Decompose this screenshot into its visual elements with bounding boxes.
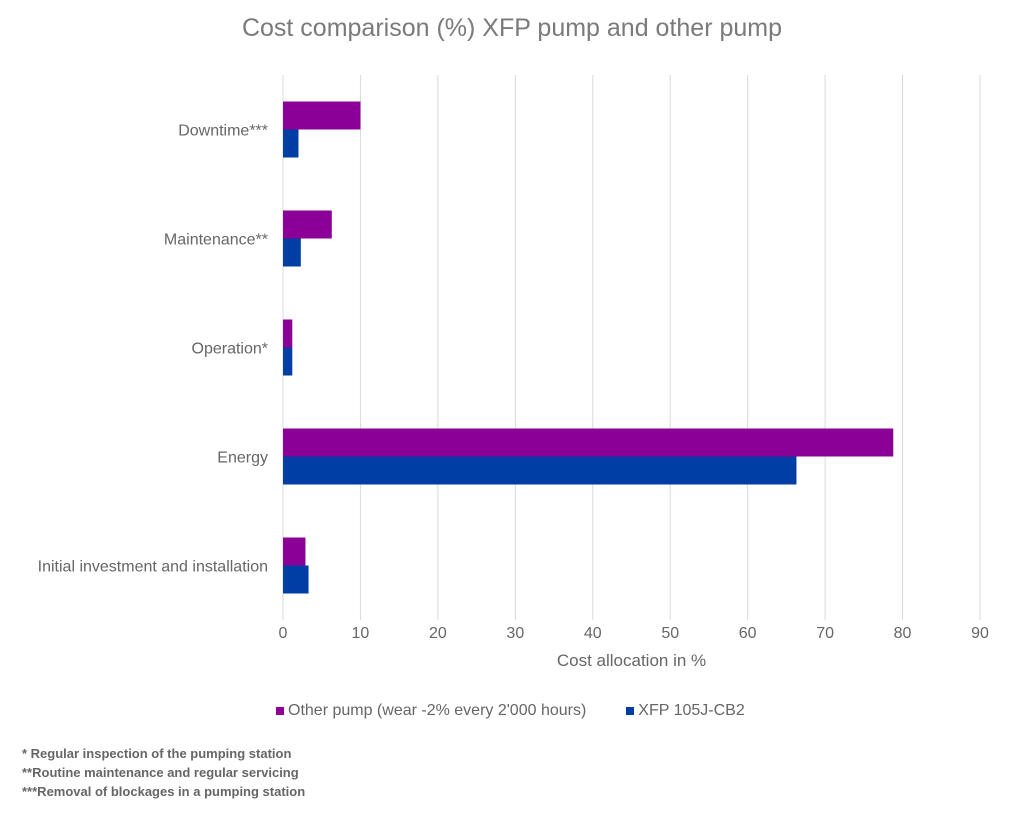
bar-xfp: [283, 347, 293, 376]
legend-label-xfp: XFP 105J-CB2: [638, 702, 745, 719]
x-axis-label: Cost allocation in %: [557, 651, 706, 670]
x-tick-label: 40: [584, 625, 602, 642]
category-label: Downtime***: [178, 123, 268, 140]
legend-item-xfp: XFP 105J-CB2: [626, 702, 745, 720]
bar-other-pump: [283, 210, 332, 239]
x-tick-label: 60: [739, 625, 757, 642]
x-tick-label: 30: [506, 625, 524, 642]
x-tick-label: 90: [971, 625, 989, 642]
category-label: Operation*: [192, 341, 269, 358]
footnotes: * Regular inspection of the pumping stat…: [22, 744, 305, 801]
category-label: Maintenance**: [164, 232, 268, 249]
footnote: * Regular inspection of the pumping stat…: [22, 746, 292, 761]
x-tick-label: 80: [894, 625, 912, 642]
legend-label-other-pump: Other pump (wear -2% every 2'000 hours): [288, 702, 587, 719]
footnote: ***Removal of blockages in a pumping sta…: [22, 784, 306, 799]
bar-xfp: [283, 129, 299, 158]
legend-swatch-other-pump: [276, 707, 284, 715]
footnote: **Routine maintenance and regular servic…: [22, 765, 299, 780]
x-tick-label: 10: [352, 625, 370, 642]
bar-other-pump: [283, 319, 293, 348]
chart-plot: 0 10 20 30 40 50 60 70 80 90 Cost allocation in % D…: [38, 75, 989, 670]
legend: Other pump (wear -2% every 2'000 hours) …: [276, 702, 745, 720]
category-label: Initial investment and installation: [38, 559, 268, 576]
bar-other-pump: [283, 537, 306, 566]
x-tick-label: 70: [816, 625, 834, 642]
legend-swatch-xfp: [626, 707, 635, 715]
bar-other-pump: [283, 428, 894, 457]
bar-xfp: [283, 238, 301, 267]
bar-other-pump: [283, 101, 361, 130]
category-label: Energy: [217, 450, 268, 467]
x-tick-label: 0: [279, 625, 288, 642]
bar-xfp: [283, 456, 797, 485]
legend-item-other-pump: Other pump (wear -2% every 2'000 hours): [276, 702, 586, 720]
x-tick-label: 50: [661, 625, 679, 642]
bar-xfp: [283, 565, 309, 594]
chart-title: Cost comparison (%) XFP pump and other p…: [241, 14, 783, 42]
x-tick-label: 20: [429, 625, 447, 642]
